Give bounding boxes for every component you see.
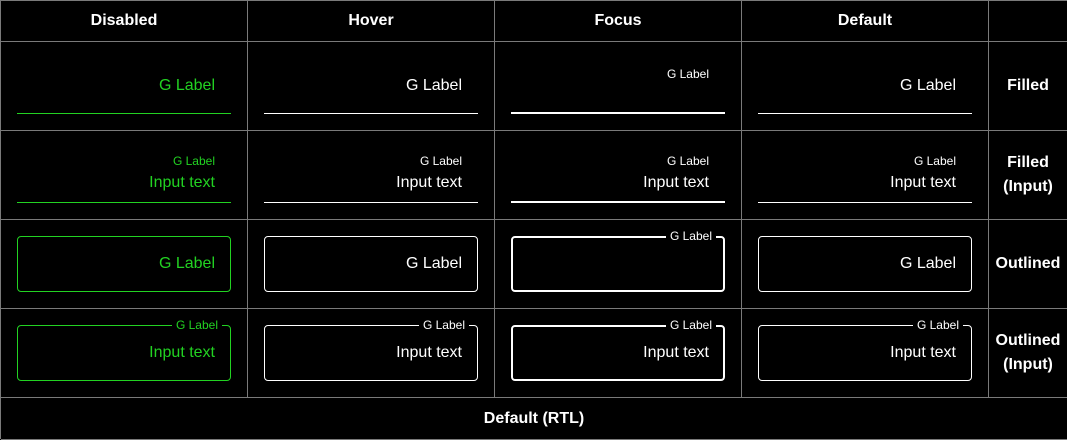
field-underline	[511, 112, 725, 114]
row-label-filled: Filled	[989, 42, 1067, 131]
row-label-line: Outlined	[995, 255, 1061, 272]
row-label-line: Filled	[1007, 154, 1049, 171]
outlined-field-focus[interactable]: G Label	[511, 228, 725, 292]
field-value: Input text	[643, 174, 709, 191]
filled-field-default[interactable]: G Label	[758, 58, 972, 114]
filled-input-field-default[interactable]: G Label Input text	[758, 147, 972, 203]
cell-filled-hover: G Label	[248, 42, 495, 131]
filled-field-focus[interactable]: G Label	[511, 58, 725, 114]
cell-filled-input-default: G Label Input text	[742, 131, 989, 220]
field-underline	[264, 202, 478, 203]
cell-outlined-hover: G Label	[248, 220, 495, 309]
cell-outlined-input-default: G Label Input text	[742, 309, 989, 398]
field-label: G Label	[419, 154, 462, 168]
field-value: Input text	[149, 344, 215, 361]
field-label: G Label	[172, 154, 215, 168]
field-label: G Label	[171, 317, 222, 333]
header-focus: Focus	[495, 1, 742, 42]
field-value: Input text	[396, 344, 462, 361]
header-default: Default	[742, 1, 989, 42]
header-empty	[989, 1, 1067, 42]
filled-input-field-focus[interactable]: G Label Input text	[511, 147, 725, 203]
outlined-input-field-hover[interactable]: G Label Input text	[264, 317, 478, 381]
field-value: Input text	[396, 174, 462, 191]
row-label-line: (Input)	[1003, 178, 1053, 195]
field-label: G Label	[913, 154, 956, 168]
outlined-input-field-default[interactable]: G Label Input text	[758, 317, 972, 381]
field-value: Input text	[890, 174, 956, 191]
field-label: G Label	[666, 67, 709, 81]
cell-outlined-input-hover: G Label Input text	[248, 309, 495, 398]
row-label-outlined-input: Outlined (Input)	[989, 309, 1067, 398]
field-value: Input text	[890, 344, 956, 361]
field-label: G Label	[665, 317, 716, 333]
field-underline	[758, 202, 972, 203]
cell-outlined-input-disabled: G Label Input text	[1, 309, 248, 398]
field-label: G Label	[899, 77, 956, 94]
field-label: G Label	[665, 228, 716, 244]
cell-filled-input-hover: G Label Input text	[248, 131, 495, 220]
row-label-line: Filled	[1007, 77, 1049, 94]
field-underline	[758, 113, 972, 114]
row-label-filled-input: Filled (Input)	[989, 131, 1067, 220]
header-disabled: Disabled	[1, 1, 248, 42]
footer-caption: Default (RTL)	[1, 398, 1067, 440]
filled-field-hover[interactable]: G Label	[264, 58, 478, 114]
field-label: G Label	[405, 77, 462, 94]
header-hover: Hover	[248, 1, 495, 42]
outlined-input-field-disabled: G Label Input text	[17, 317, 231, 381]
field-label: G Label	[405, 255, 462, 272]
field-label: G Label	[899, 255, 956, 272]
field-underline	[17, 113, 231, 114]
field-label: G Label	[666, 154, 709, 168]
outlined-field-default[interactable]: G Label	[758, 236, 972, 292]
field-label: G Label	[912, 317, 963, 333]
cell-outlined-default: G Label	[742, 220, 989, 309]
field-underline	[17, 202, 231, 203]
filled-input-field-disabled: G Label Input text	[17, 147, 231, 203]
cell-filled-disabled: G Label	[1, 42, 248, 131]
row-label-line: Outlined	[995, 332, 1061, 349]
cell-outlined-disabled: G Label	[1, 220, 248, 309]
row-label-line: (Input)	[1003, 356, 1053, 373]
outlined-field-disabled: G Label	[17, 236, 231, 292]
field-underline	[511, 201, 725, 203]
field-label: G Label	[158, 255, 215, 272]
field-value: Input text	[643, 344, 709, 361]
outlined-input-field-focus[interactable]: G Label Input text	[511, 317, 725, 381]
outlined-field-hover[interactable]: G Label	[264, 236, 478, 292]
filled-field-disabled: G Label	[17, 58, 231, 114]
field-label: G Label	[158, 77, 215, 94]
cell-filled-focus: G Label	[495, 42, 742, 131]
cell-filled-default: G Label	[742, 42, 989, 131]
field-value: Input text	[149, 174, 215, 191]
field-label: G Label	[418, 317, 469, 333]
filled-input-field-hover[interactable]: G Label Input text	[264, 147, 478, 203]
cell-outlined-focus: G Label	[495, 220, 742, 309]
row-label-outlined: Outlined	[989, 220, 1067, 309]
field-underline	[264, 113, 478, 114]
cell-filled-input-disabled: G Label Input text	[1, 131, 248, 220]
cell-outlined-input-focus: G Label Input text	[495, 309, 742, 398]
cell-filled-input-focus: G Label Input text	[495, 131, 742, 220]
